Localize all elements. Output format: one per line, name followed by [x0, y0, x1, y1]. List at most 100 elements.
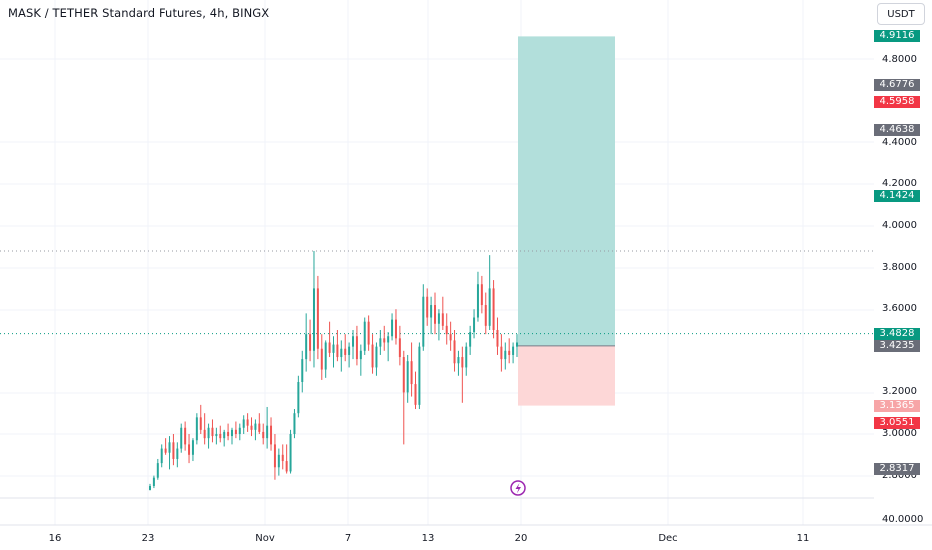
candle-body [320, 348, 323, 370]
price-badge-gray: 4.4638 [874, 123, 920, 136]
candle-body [316, 288, 319, 349]
candle-body [293, 413, 296, 434]
candle-body [414, 384, 417, 405]
candle-body [262, 431, 265, 439]
candle-body [418, 346, 421, 405]
x-tick-label: Nov [255, 533, 275, 544]
candle-body [441, 313, 444, 326]
candle-body [246, 419, 249, 426]
candle-body [512, 346, 515, 355]
candle-body [156, 463, 159, 478]
target-zone[interactable] [518, 36, 615, 346]
candle-body [332, 344, 335, 353]
x-tick-label: 13 [421, 533, 435, 544]
candle-body [387, 336, 390, 343]
price-badge-pink: 3.1365 [874, 399, 920, 412]
candle-body [340, 348, 343, 358]
candle-body [473, 317, 476, 333]
x-tick-label: 7 [344, 533, 352, 544]
candle-body [223, 431, 226, 439]
candle-body [465, 346, 468, 368]
candle-body [273, 444, 276, 468]
candle-body [230, 429, 233, 437]
price-badge-red: 4.5958 [874, 96, 920, 109]
y-tick-label: 4.8000 [882, 53, 917, 65]
candle-body [254, 423, 257, 430]
candle-body [270, 425, 273, 445]
candle-body [437, 313, 440, 324]
candle-body [484, 305, 487, 326]
x-tick-label: 23 [141, 533, 155, 544]
candle-body [379, 338, 382, 347]
price-badge-red: 3.0551 [874, 416, 920, 429]
candle-body [430, 305, 433, 318]
candle-body [203, 429, 206, 439]
candle-body [348, 346, 351, 355]
candle-body [149, 486, 151, 491]
candle-body [402, 357, 405, 393]
candle-body [352, 336, 355, 347]
candle-body [398, 338, 401, 358]
candle-body [305, 334, 308, 360]
candle-body [434, 305, 437, 324]
candle-body [176, 448, 179, 459]
y-tick-label: 4.4000 [882, 136, 917, 148]
candle-body [457, 357, 460, 364]
candle-body [309, 334, 312, 351]
candle-body [375, 346, 378, 368]
candle-body [188, 444, 191, 455]
candle-body [266, 425, 269, 439]
candle-body [504, 350, 507, 360]
badge-price: 3.4828 [879, 327, 915, 339]
candle-body [191, 440, 194, 455]
price-badge-green: 4.1424 [874, 190, 920, 203]
currency-button[interactable]: USDT [877, 3, 925, 25]
candle-body [312, 288, 315, 351]
candle-body [367, 321, 370, 345]
candle-body [238, 427, 241, 434]
candle-body [184, 427, 187, 445]
candle-body [211, 427, 214, 437]
candle-body [234, 429, 237, 434]
candle-body [285, 461, 288, 472]
candle-body [476, 284, 479, 318]
candle-body [160, 448, 163, 464]
candle-body [207, 427, 210, 439]
candle-body [449, 334, 452, 341]
candle-body [426, 296, 429, 318]
candle-body [195, 417, 198, 441]
candle-body [492, 288, 495, 330]
candle-body [172, 442, 175, 459]
candle-body [215, 434, 218, 437]
price-badge-green: 4.9116 [874, 30, 920, 43]
price-badge-gray: 4.6776 [874, 79, 920, 92]
candle-body [488, 288, 491, 326]
candle-body [422, 296, 425, 347]
candle-body [301, 359, 304, 382]
candle-body [328, 342, 331, 353]
candle-body [242, 419, 245, 428]
candle-body [344, 348, 347, 355]
candle-body [461, 357, 464, 368]
candle-body [410, 361, 413, 385]
candle-body [219, 434, 222, 439]
position-zones[interactable] [518, 36, 615, 406]
y-tick-label: 3.2000 [882, 386, 917, 398]
event-markers[interactable] [510, 480, 526, 496]
candle-body [469, 332, 472, 347]
stop-zone[interactable] [518, 345, 615, 406]
price-badge-gray: 3.4235 [874, 339, 920, 352]
reference-lines [0, 250, 874, 335]
candlestick-series [149, 250, 518, 491]
candle-body [500, 346, 503, 360]
candle-body [227, 431, 230, 437]
candle-body [363, 321, 366, 351]
candle-body [324, 342, 327, 370]
candle-body [336, 344, 339, 358]
candle-body [355, 336, 358, 360]
y-tick-label: 3.6000 [882, 303, 917, 315]
candle-body [297, 382, 300, 414]
candle-body [516, 342, 518, 347]
chart-grid [0, 0, 932, 526]
